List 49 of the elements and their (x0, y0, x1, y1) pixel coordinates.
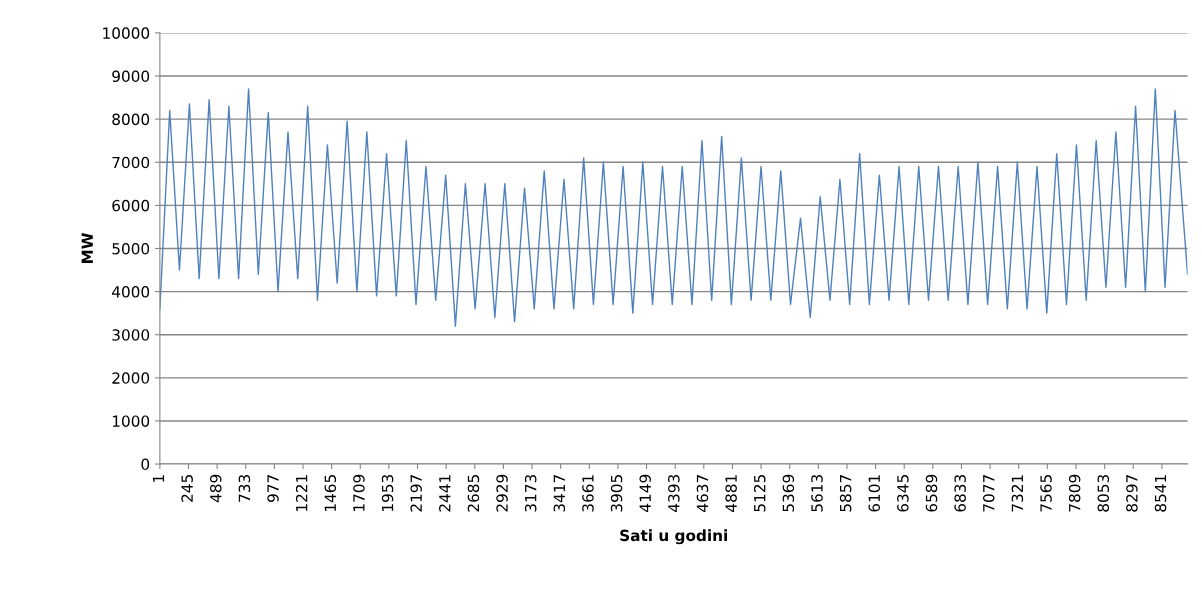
x-tick-label: 733 (238, 475, 251, 502)
y-tick-label: 1000 (112, 415, 150, 427)
y-tick-label: 6000 (112, 199, 150, 212)
x-tick-label: 2929 (496, 474, 508, 512)
y-tick-label: 8000 (112, 113, 150, 126)
x-tick-label: 1709 (353, 474, 365, 511)
x-tick-label: 3417 (553, 475, 566, 512)
x-tick-label: 5857 (839, 475, 852, 512)
x-tick-label: 245 (181, 475, 193, 502)
x-tick-label: 4393 (668, 475, 680, 512)
x-axis-title: Sati u godini (620, 529, 727, 545)
x-tick-label: 6589 (925, 474, 938, 512)
x-tick-label: 8053 (1097, 475, 1110, 512)
x-tick-label: 6101 (868, 475, 881, 512)
x-tick-label: 1221 (295, 475, 308, 511)
x-tick-label: 2441 (439, 475, 451, 512)
x-tick-label: 6833 (954, 475, 966, 512)
x-tick-label: 7809 (1068, 474, 1081, 512)
x-tick-label: 1953 (381, 475, 394, 511)
x-tick-label: 4881 (725, 475, 737, 512)
x-tick-label: 1465 (324, 475, 337, 511)
y-tick-label: 0 (141, 458, 150, 471)
x-tick-label: 3661 (582, 475, 594, 512)
x-tick-label: 2685 (467, 475, 480, 512)
x-tick-label: 7077 (982, 475, 995, 512)
x-tick-label: 6345 (897, 475, 909, 512)
x-tick-label: 1 (152, 475, 165, 482)
x-tick-label: 5125 (753, 475, 766, 512)
x-tick-label: 5369 (782, 474, 795, 512)
y-tick-label: 7000 (112, 156, 150, 169)
x-tick-label: 7565 (1040, 475, 1052, 512)
y-tick-label: 10000 (103, 27, 150, 39)
x-tick-label: 3173 (524, 475, 537, 512)
y-axis-title: MW (81, 232, 93, 264)
y-tick-label: 5000 (112, 242, 150, 255)
x-tick-label: 7321 (1011, 475, 1024, 512)
x-tick-label: 5613 (811, 475, 823, 512)
x-tick-label: 2197 (410, 475, 422, 512)
y-tick-label: 3000 (112, 329, 150, 341)
y-tick-label: 4000 (112, 286, 150, 298)
y-tick-label: 9000 (112, 70, 150, 83)
x-tick-label: 977 (267, 475, 279, 502)
x-tick-label: 8297 (1126, 475, 1138, 512)
x-tick-label: 489 (210, 474, 222, 503)
x-tick-label: 4149 (639, 474, 651, 512)
y-tick-label: 2000 (112, 372, 150, 384)
x-tick-label: 4637 (696, 475, 709, 512)
x-tick-label: 8541 (1154, 475, 1167, 512)
x-tick-label: 3905 (610, 475, 623, 512)
